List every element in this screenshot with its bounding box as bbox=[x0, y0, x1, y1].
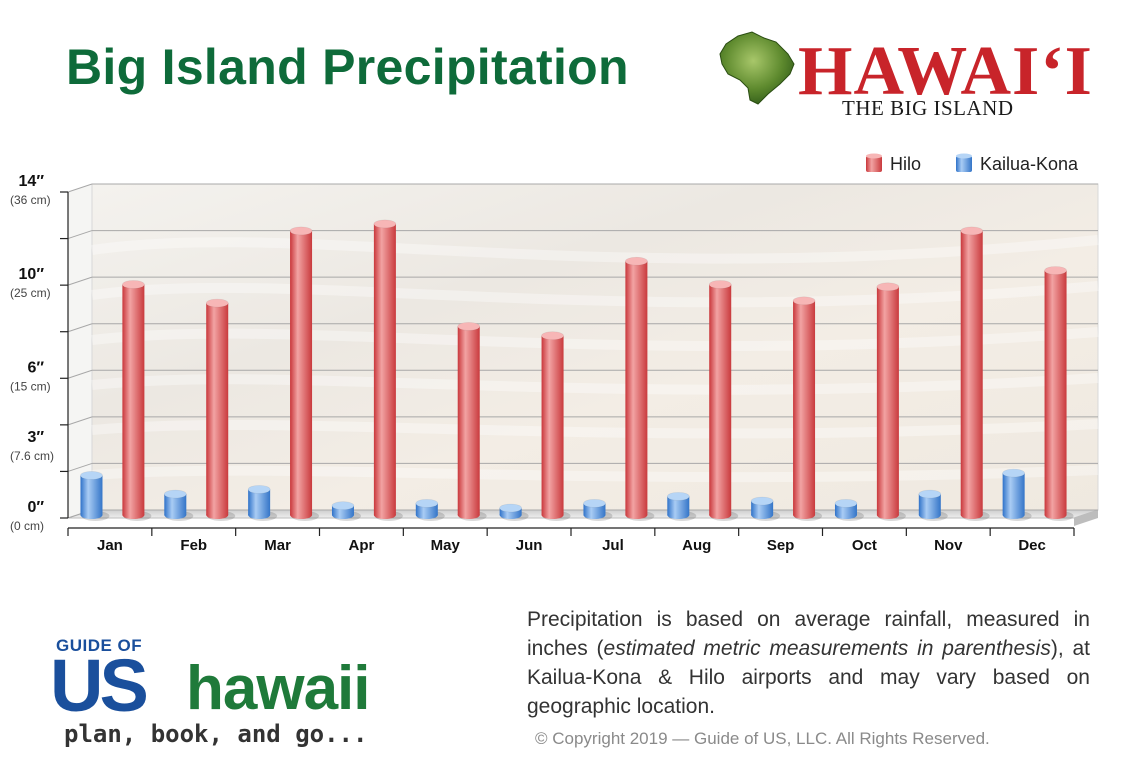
legend: Hilo Kailua-Kona bbox=[866, 153, 1079, 174]
bar-hilo-dec bbox=[1044, 266, 1074, 521]
logo-tagline: plan, book, and go... bbox=[64, 720, 368, 748]
bar-kailua-kona-jun bbox=[499, 503, 529, 521]
brand-logo: HAWAIʻI THE BIG ISLAND bbox=[718, 26, 1098, 126]
bar-kailua-kona-apr bbox=[331, 501, 361, 521]
logo-hawaii: hawaii bbox=[186, 654, 371, 723]
x-tick-label: Feb bbox=[180, 537, 207, 554]
note-prefix: Precipitation is based on average rainfa… bbox=[527, 608, 1090, 660]
bars bbox=[80, 219, 1074, 521]
gridline-diagonal bbox=[67, 416, 93, 426]
y-tick-sublabel: (25 cm) bbox=[10, 286, 51, 300]
x-tick-label: Jan bbox=[97, 537, 123, 554]
x-tick-label: Aug bbox=[682, 537, 711, 554]
x-tick-label: Nov bbox=[934, 537, 963, 554]
legend-item-kailua-kona: Kailua-Kona bbox=[956, 153, 1079, 174]
logo-guide-of: GUIDE OF bbox=[56, 636, 143, 655]
x-tick-label: Mar bbox=[264, 537, 291, 554]
wave-texture bbox=[91, 235, 1099, 264]
x-tick-label: Oct bbox=[852, 537, 877, 554]
bar-kailua-kona-may bbox=[415, 499, 445, 521]
x-tick-label: Sep bbox=[767, 537, 795, 554]
gridline-diagonal bbox=[67, 462, 93, 472]
bar-hilo-oct bbox=[876, 282, 906, 521]
bar-hilo-may bbox=[457, 322, 487, 521]
y-axis: 0″ (0 cm) 3″ (7.6 cm) 6″ (15 cm) 10″ (25 cm) 14″… bbox=[10, 173, 69, 533]
gridline-diagonal bbox=[67, 369, 93, 379]
copyright-text: © Copyright 2019 — Guide of US, LLC. All… bbox=[535, 729, 990, 748]
y-tick-label: 3″ bbox=[27, 429, 44, 446]
x-tick-label: Jun bbox=[516, 537, 543, 554]
y-tick-sublabel: (7.6 cm) bbox=[10, 449, 54, 463]
bar-hilo-jul bbox=[625, 256, 655, 521]
bar-hilo-sep bbox=[792, 296, 823, 521]
y-tick-label: 0″ bbox=[27, 499, 44, 516]
x-tick-label: Apr bbox=[348, 537, 374, 554]
gridline-diagonal bbox=[67, 183, 93, 193]
bar-hilo-mar bbox=[289, 226, 320, 521]
page-title: Big Island Precipitation bbox=[66, 39, 629, 95]
bar-kailua-kona-oct bbox=[834, 499, 864, 521]
brand-name: HAWAIʻI bbox=[798, 33, 1093, 110]
precipitation-chart: 0″ (0 cm) 3″ (7.6 cm) 6″ (15 cm) 10″ (25 cm) 14″… bbox=[10, 153, 1099, 554]
note-suffix: ), at Kailua-Kona & Hilo airports and ma… bbox=[527, 637, 1091, 718]
bar-kailua-kona-sep bbox=[750, 496, 781, 521]
big-island-icon bbox=[719, 31, 795, 105]
y-tick-sublabel: (0 cm) bbox=[10, 519, 44, 533]
bar-kailua-kona-jan bbox=[80, 471, 110, 521]
gridline-diagonal bbox=[67, 276, 93, 286]
bar-hilo-feb bbox=[205, 298, 236, 521]
back-wall-left bbox=[68, 184, 92, 518]
precipitation-note: Precipitation is based on average rainfa… bbox=[527, 605, 1090, 721]
gridline-diagonal bbox=[67, 323, 93, 333]
y-tick-label: 6″ bbox=[27, 359, 44, 376]
guide-of-us-hawaii-logo: GUIDE OF US hawaii plan, book, and go... bbox=[48, 634, 418, 754]
bar-hilo-aug bbox=[708, 280, 739, 521]
floor-edge bbox=[1074, 510, 1098, 526]
y-tick-sublabel: (36 cm) bbox=[10, 193, 51, 207]
y-tick-sublabel: (15 cm) bbox=[10, 379, 51, 393]
x-tick-label: Jul bbox=[602, 537, 624, 554]
bar-hilo-apr bbox=[373, 219, 403, 521]
bar-kailua-kona-mar bbox=[247, 485, 278, 521]
y-tick-label: 14″ bbox=[19, 173, 45, 190]
bar-kailua-kona-dec bbox=[1002, 468, 1032, 521]
bar-hilo-jun bbox=[541, 331, 571, 521]
bar-kailua-kona-jul bbox=[583, 499, 613, 521]
bar-hilo-nov bbox=[960, 226, 990, 521]
bar-kailua-kona-aug bbox=[667, 492, 697, 521]
x-tick-label: Dec bbox=[1018, 537, 1046, 554]
gridline-diagonal bbox=[67, 230, 93, 240]
legend-item-hilo: Hilo bbox=[866, 153, 921, 174]
bar-hilo-jan bbox=[122, 280, 152, 521]
legend-label: Kailua-Kona bbox=[980, 154, 1079, 174]
x-axis: Jan Feb Mar Apr May Jun Jul Aug Sep Oct Nov Dec bbox=[67, 527, 1075, 554]
brand-subtitle: THE BIG ISLAND bbox=[842, 96, 1014, 120]
y-tick-label: 10″ bbox=[19, 266, 45, 283]
note-italic: estimated metric measurements in parenth… bbox=[603, 637, 1051, 660]
legend-label: Hilo bbox=[890, 154, 921, 174]
bar-kailua-kona-feb bbox=[164, 489, 194, 521]
x-tick-label: May bbox=[431, 537, 461, 554]
logo-us: US bbox=[50, 644, 149, 727]
bar-kailua-kona-nov bbox=[918, 489, 948, 521]
